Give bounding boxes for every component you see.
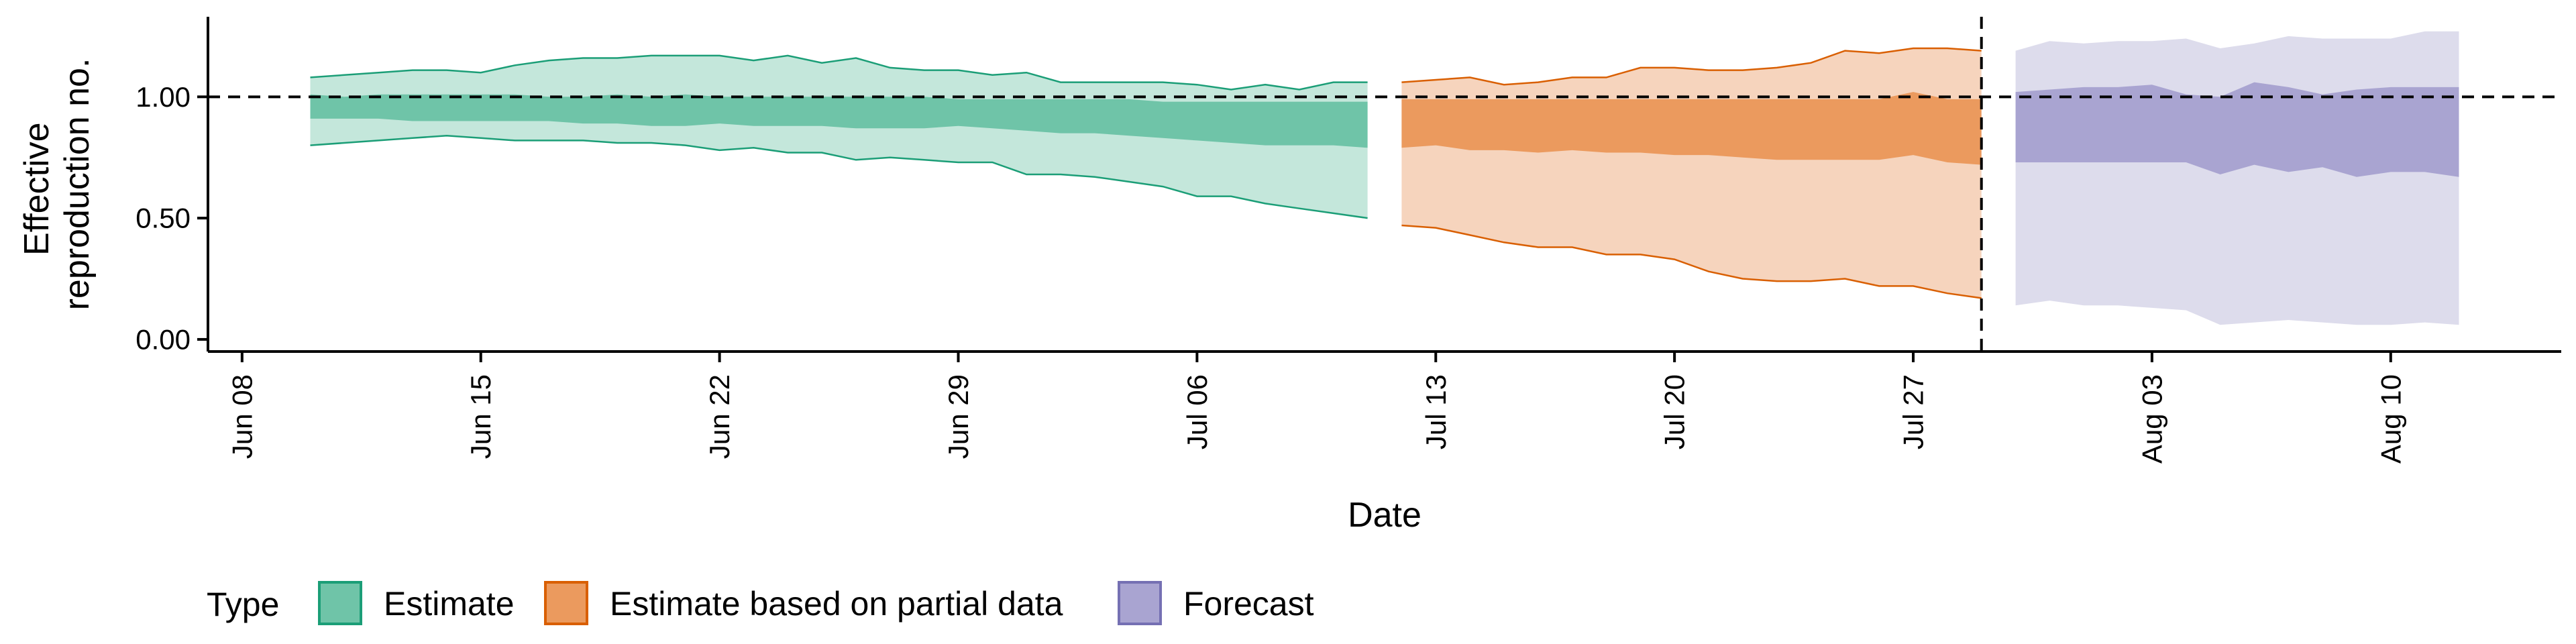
x-axis-title: Date [1348,496,1421,535]
x-tick-label: Jul 27 [1898,374,1929,449]
legend-key [544,581,588,625]
y-axis: 0.00 0.50 1.00 [136,81,208,355]
estimate-lower-edge [310,134,1368,219]
legend-key [1118,581,1162,625]
forecast-inner-band [2015,82,2459,177]
legend-label: Estimate [384,585,515,623]
legend: Type Estimate Estimate based on partial d… [207,581,1314,625]
x-tick-label: Aug 03 [2136,374,2167,464]
x-tick-label: Jun 15 [465,374,496,459]
y-tick-label: 0.00 [136,323,191,355]
legend-items: Estimate Estimate based on partial data Fo… [318,581,1314,625]
y-tick-label: 0.50 [136,203,191,234]
estimate-based-on-partial-data-outer-band [1401,48,1982,299]
x-axis: Jun 08 Jun 15 Jun 22 Jun 29 Jul 06 Jul 13 Jul … [226,352,2406,464]
legend-title: Type [207,586,279,623]
y-axis-title-line-1: Effective [17,122,56,255]
y-tick-label: 1.00 [136,81,191,113]
legend-label: Estimate based on partial data [610,585,1063,623]
plot-area [310,31,2459,325]
x-tick-label: Jun 08 [226,374,258,459]
x-tick-label: Jun 22 [704,374,735,459]
reference-lines [208,17,2561,352]
y-axis-title-line-2: reproduction no. [58,58,97,311]
estimate-based-on-partial-data-upper-edge [1401,47,1982,86]
legend-key [318,581,362,625]
x-tick-label: Jul 13 [1420,374,1452,449]
forecast-outer-band [2015,31,2459,325]
estimate-inner-band [310,94,1368,148]
x-tick-label: Jul 20 [1659,374,1690,449]
estimate-based-on-partial-data-inner-band [1401,92,1982,165]
x-tick-label: Aug 10 [2375,374,2406,464]
x-tick-label: Jul 06 [1181,374,1213,449]
estimate-upper-edge [310,54,1368,91]
x-tick-label: Jun 29 [943,374,974,459]
y-axis-title: Effective reproduction no. [17,58,97,311]
estimate-based-on-partial-data-lower-edge [1401,224,1982,299]
legend-label: Forecast [1183,585,1314,623]
